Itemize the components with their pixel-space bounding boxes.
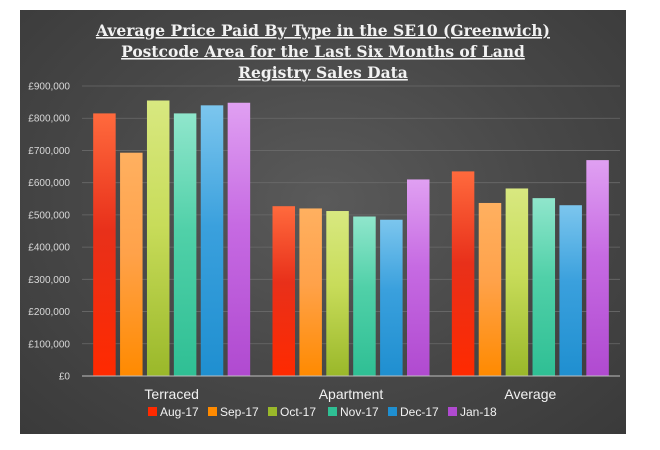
bar-nov-17-terraced [173,113,197,376]
chart-title: Average Price Paid By Type in the SE10 (… [95,21,550,82]
legend-label: Nov-17 [340,405,379,419]
legend-swatch [208,407,217,416]
legend-label: Aug-17 [160,405,199,419]
bar-oct-17-average [505,188,529,376]
bar-aug-17-terraced [93,113,116,376]
y-tick-label: £800,000 [28,114,70,125]
legend-swatch [448,407,457,416]
bar-aug-17-average [451,171,475,376]
bar-aug-17-apartment [272,206,295,376]
bar-oct-17-apartment [326,211,349,376]
bar-jan-18-apartment [407,179,430,376]
bar-sep-17-terraced [120,152,143,376]
legend-label: Dec-17 [400,405,439,419]
bar-sep-17-average [478,202,502,376]
y-tick-label: £400,000 [28,243,70,254]
legend-swatch [328,407,337,416]
chart-frame: Average Price Paid By Type in the SE10 (… [20,10,626,434]
legend-swatch [268,407,277,416]
chart-title-line-1: Average Price Paid By Type in the SE10 (… [95,21,550,40]
y-tick-label: £200,000 [28,307,70,318]
y-axis-ticks: £0 £100,000 £200,000 £300,000 £400,000 £500,0… [28,82,70,383]
legend-label: Jan-18 [460,405,497,419]
bar-chart: Average Price Paid By Type in the SE10 (… [28,21,620,419]
y-tick-label: £900,000 [28,82,70,93]
legend-swatch [148,407,157,416]
y-tick-label: £700,000 [28,146,70,157]
chart-title-line-3: Registry Sales Data [238,63,408,82]
y-tick-label: £600,000 [28,178,70,189]
bars [93,100,609,376]
category-label-terraced: Terraced [144,386,198,402]
y-tick-label: £300,000 [28,275,70,286]
legend: Aug-17 Sep-17 Oct-17 Nov-17 Dec-17 Jan-18 [148,405,497,419]
bar-nov-17-apartment [353,216,376,376]
bar-oct-17-terraced [146,100,170,376]
category-label-apartment: Apartment [319,386,384,402]
bar-jan-18-average [586,160,609,376]
bar-dec-17-apartment [380,219,403,376]
y-tick-label: £100,000 [28,339,70,350]
legend-label: Oct-17 [280,405,316,419]
gridlines [82,85,620,345]
bar-nov-17-average [532,198,556,376]
chart-title-line-2: Postcode Area for the Last Six Months of… [121,42,525,61]
y-tick-label: £500,000 [28,210,70,221]
bar-dec-17-terraced [200,105,224,376]
legend-swatch [388,407,397,416]
bar-jan-18-terraced [227,102,251,376]
bar-dec-17-average [559,205,582,376]
category-label-average: Average [504,386,556,402]
legend-label: Sep-17 [220,405,259,419]
y-tick-label: £0 [59,372,71,383]
x-axis-categories: Terraced Apartment Average [144,386,556,402]
bar-sep-17-apartment [299,208,322,376]
